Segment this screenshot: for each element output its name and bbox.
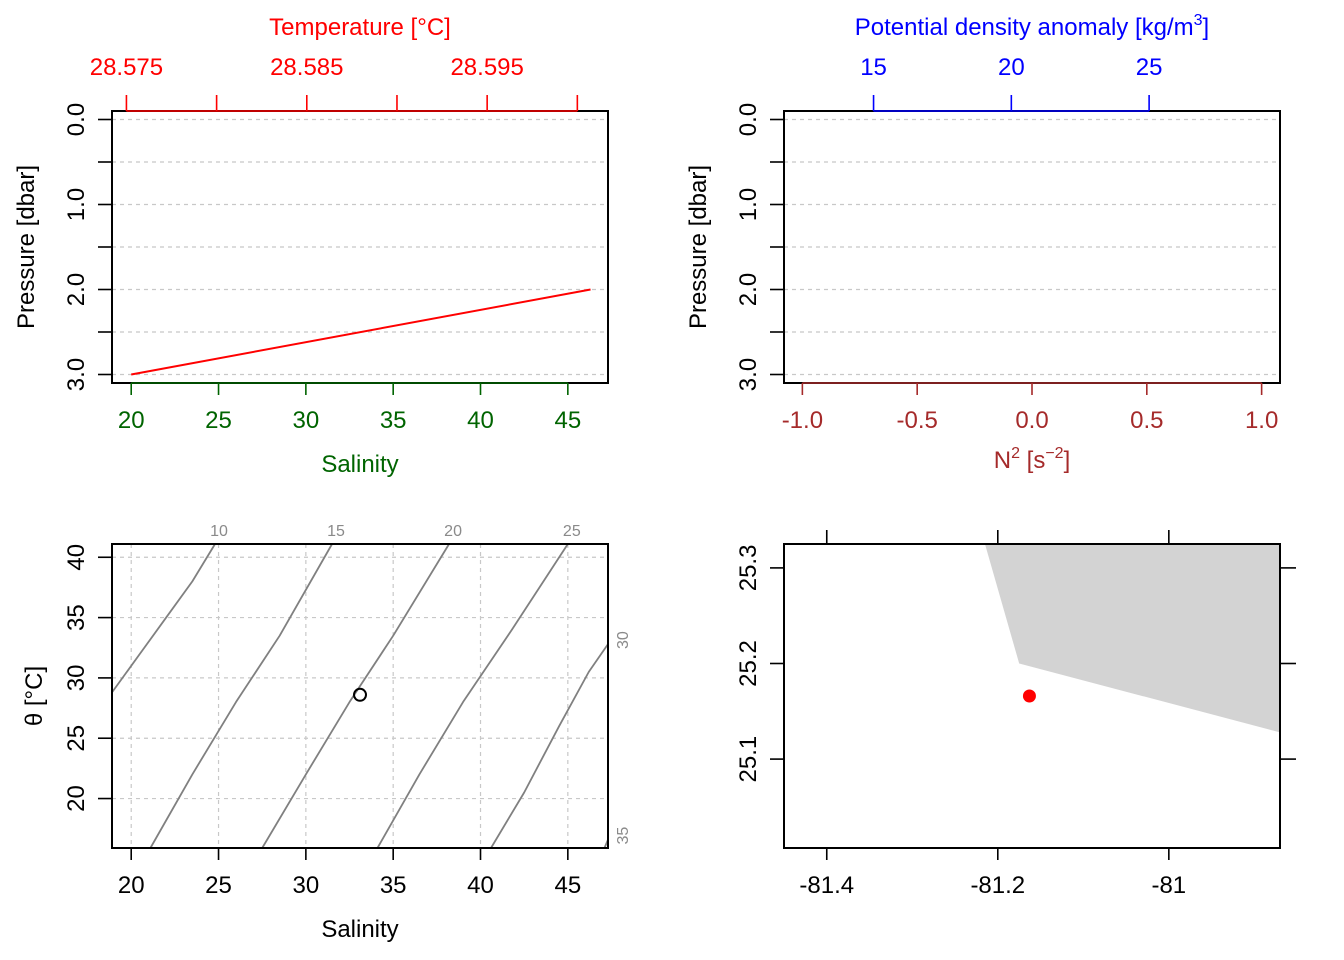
x-tick-label: 45 bbox=[554, 407, 581, 434]
station-map-panel: -81.4 -81.2 -81 25.1 25.2 25.3 bbox=[735, 530, 1296, 899]
x-axis-title: Salinity bbox=[321, 451, 398, 478]
y-tick-label: 1.0 bbox=[735, 188, 762, 221]
y-tick-label: 25.1 bbox=[735, 736, 762, 783]
temperature-salinity-profile-panel: 20 25 30 35 40 45 28.575 28.585 28.595 0.0 1.0 2.0 3… bbox=[13, 14, 609, 478]
isopycnal-label: 15 bbox=[327, 523, 345, 540]
density-n2-profile-panel: -1.0 -0.5 0.0 0.5 1.0 15 20 25 0.0 1.0 2.0 3.0 N2 [s… bbox=[685, 12, 1281, 474]
y-tick-label: 25 bbox=[63, 725, 90, 752]
top-tick-label: 28.585 bbox=[270, 54, 343, 81]
y-tick-label: 2.0 bbox=[735, 273, 762, 306]
x-tick-label: -81.2 bbox=[970, 872, 1025, 899]
x-axis-title-part: 2 bbox=[1011, 445, 1020, 462]
x-axis-title: N2 [s−2] bbox=[994, 445, 1071, 474]
x-tick-label: 25 bbox=[205, 872, 232, 899]
isopycnal-line bbox=[376, 543, 569, 849]
x-tick-label: -0.5 bbox=[897, 407, 938, 434]
isopycnal-label: 25 bbox=[563, 523, 581, 540]
y-tick-label: 3.0 bbox=[63, 358, 90, 391]
y-tick-label: 20 bbox=[63, 785, 90, 812]
x-tick-label: 40 bbox=[467, 872, 494, 899]
x-tick-label: 1.0 bbox=[1245, 407, 1278, 434]
x-tick-label: 45 bbox=[554, 872, 581, 899]
y-tick-label: 0.0 bbox=[735, 103, 762, 136]
isopycnal-label: 35 bbox=[615, 827, 632, 845]
y-tick-label: 0.0 bbox=[63, 103, 90, 136]
y-tick-label: 2.0 bbox=[63, 273, 90, 306]
isopycnal-line bbox=[149, 543, 333, 849]
x-tick-label: -81 bbox=[1151, 872, 1186, 899]
x-axis-title: Salinity bbox=[321, 916, 398, 943]
land-polygon bbox=[984, 544, 1280, 733]
y-axis-title: θ [°C] bbox=[21, 666, 48, 726]
x-tick-label: 30 bbox=[293, 407, 320, 434]
x-tick-label: 35 bbox=[380, 407, 407, 434]
x-axis-title-part: ] bbox=[1064, 447, 1071, 474]
x-tick-label: 30 bbox=[293, 872, 320, 899]
isopycnal-label: 30 bbox=[615, 631, 632, 649]
isopycnal-label: 10 bbox=[210, 523, 228, 540]
top-axis-title: Temperature [°C] bbox=[269, 14, 451, 41]
x-tick-label: 40 bbox=[467, 407, 494, 434]
x-tick-label: 25 bbox=[205, 407, 232, 434]
x-axis-title-part: N bbox=[994, 447, 1011, 474]
y-tick-label: 30 bbox=[63, 665, 90, 692]
x-tick-label: 20 bbox=[118, 872, 145, 899]
top-tick-label: 20 bbox=[998, 54, 1025, 81]
y-tick-label: 35 bbox=[63, 604, 90, 631]
station-marker bbox=[1022, 689, 1036, 703]
y-tick-label: 1.0 bbox=[63, 188, 90, 221]
x-axis-title-part: −2 bbox=[1045, 445, 1063, 462]
y-axis-title: Pressure [dbar] bbox=[685, 165, 712, 329]
isopycnal-line bbox=[111, 543, 216, 693]
top-tick-label: 15 bbox=[860, 54, 887, 81]
y-tick-label: 3.0 bbox=[735, 358, 762, 391]
top-axis-title-part: Potential density anomaly [kg/m bbox=[855, 14, 1194, 41]
top-axis-title-part: ] bbox=[1203, 14, 1210, 41]
top-axis-title-part: 3 bbox=[1194, 12, 1203, 29]
x-tick-label: 20 bbox=[118, 407, 145, 434]
x-tick-label: -1.0 bbox=[782, 407, 823, 434]
y-tick-label: 25.3 bbox=[735, 545, 762, 592]
x-tick-label: 35 bbox=[380, 872, 407, 899]
ts-data-point bbox=[353, 687, 367, 702]
top-tick-label: 28.575 bbox=[90, 54, 163, 81]
top-axis-title: Potential density anomaly [kg/m3] bbox=[855, 12, 1209, 41]
y-axis-title: Pressure [dbar] bbox=[13, 165, 40, 329]
isopycnal-line bbox=[490, 643, 609, 849]
temperature-profile-line bbox=[131, 288, 591, 376]
top-tick-label: 28.595 bbox=[450, 54, 523, 81]
x-tick-label: -81.4 bbox=[799, 872, 854, 899]
ts-diagram-panel: 10 15 20 25 30 35 20 25 30 35 40 45 20 25 30 35 40 Salini… bbox=[21, 523, 632, 943]
y-tick-label: 40 bbox=[63, 544, 90, 571]
x-axis-title-part: [s bbox=[1020, 447, 1045, 474]
isopycnal-label: 20 bbox=[444, 523, 462, 540]
x-tick-label: 0.5 bbox=[1130, 407, 1163, 434]
top-tick-label: 25 bbox=[1136, 54, 1163, 81]
plot-frame bbox=[783, 543, 1281, 849]
x-tick-label: 0.0 bbox=[1015, 407, 1048, 434]
isopycnal-line bbox=[261, 543, 450, 849]
y-tick-label: 25.2 bbox=[735, 640, 762, 687]
